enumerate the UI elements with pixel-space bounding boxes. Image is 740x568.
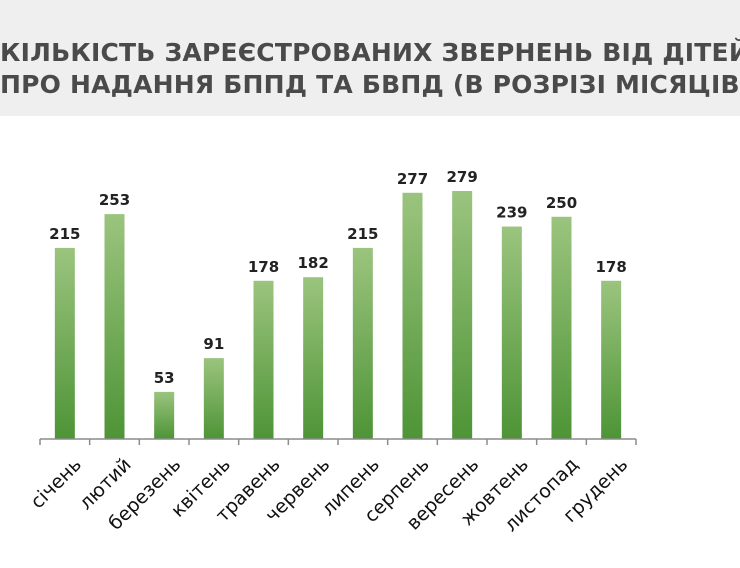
bar-2	[104, 214, 125, 439]
value-label: 277	[397, 170, 428, 188]
value-labels-group: 215 253 53 91 178 182 215 277 279 239 250 178	[49, 168, 627, 387]
category-label: січень	[26, 454, 86, 514]
bar-11	[551, 216, 572, 439]
bar-7	[352, 247, 373, 439]
value-label: 253	[99, 191, 130, 209]
bar-6	[303, 277, 324, 439]
value-label: 215	[347, 225, 378, 243]
bar-1	[54, 247, 75, 439]
value-label: 279	[447, 168, 478, 186]
value-label: 53	[154, 369, 175, 387]
chart-title-line-2: ПРО НАДАННЯ БППД ТА БВПД (В РОЗРІЗІ МІСЯ…	[0, 70, 740, 99]
chart-title-line-1: КІЛЬКІСТЬ ЗАРЕЄСТРОВАНИХ ЗВЕРНЕНЬ ВІД ДІ…	[0, 38, 740, 67]
bars-group	[54, 191, 622, 439]
value-label: 239	[496, 204, 527, 222]
bar-10	[501, 226, 522, 439]
x-axis-ticks	[39, 439, 637, 445]
bar-3	[154, 391, 175, 439]
bar-4	[203, 358, 224, 439]
value-label: 182	[298, 254, 329, 272]
category-labels-group: січеньлютийберезеньквітеньтравеньчервень…	[26, 454, 632, 537]
value-label: 178	[596, 258, 627, 276]
bar-12	[601, 280, 622, 439]
bar-9	[452, 191, 473, 439]
value-label: 91	[203, 335, 224, 353]
value-label: 250	[546, 194, 577, 212]
bar-5	[253, 280, 274, 439]
bar-8	[402, 192, 423, 439]
value-label: 178	[248, 258, 279, 276]
value-label: 215	[49, 225, 80, 243]
title-band: КІЛЬКІСТЬ ЗАРЕЄСТРОВАНИХ ЗВЕРНЕНЬ ВІД ДІ…	[0, 0, 740, 116]
